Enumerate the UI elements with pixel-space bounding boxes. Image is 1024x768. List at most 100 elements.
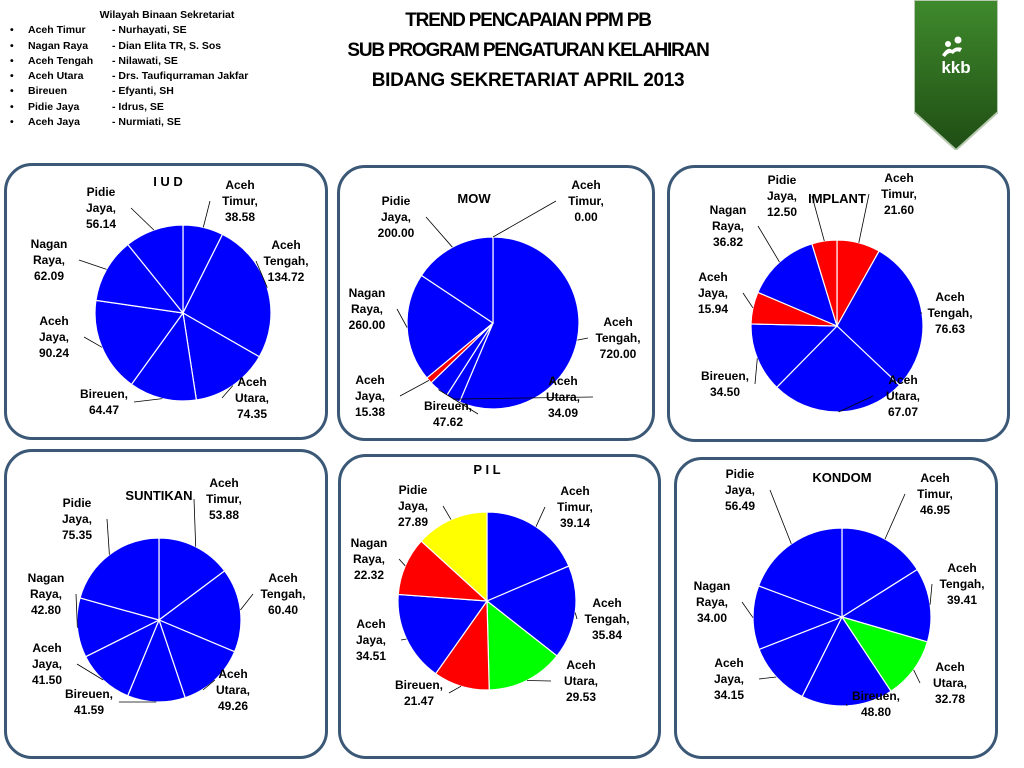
leader-line — [202, 679, 216, 691]
page-title: TREND PENCAPAIAN PPM PB SUB PROGRAM PENG… — [280, 6, 776, 96]
leader-line — [396, 308, 408, 328]
slice-label: Pidie Jaya, 75.35 — [62, 496, 92, 542]
slice-label: Nagan Raya, 36.82 — [710, 203, 747, 249]
slice-label: Aceh Utara, 74.35 — [235, 375, 269, 421]
leader-line — [758, 676, 777, 680]
slice-label: Nagan Raya, 34.00 — [694, 579, 731, 625]
slice-label: Aceh Timur, 0.00 — [568, 178, 604, 224]
pie-slice — [486, 511, 570, 602]
slice-label: Aceh Jaya, 15.38 — [355, 373, 385, 419]
title-line-2: SUB PROGRAM PENGATURAN KELAHIRAN — [347, 40, 710, 61]
officer-name: - Idrus, SE — [112, 100, 164, 113]
region-list-item: Aceh Utara - Drs. Taufiqurraman Jakfar — [8, 69, 308, 85]
region-list-item: Aceh Timur - Nurhayati, SE — [8, 23, 308, 39]
leader-line — [76, 663, 104, 681]
slice-label: Aceh Tengah, 134.72 — [263, 238, 308, 284]
pie-slice — [840, 568, 932, 643]
slice-label: Aceh Jaya, 34.15 — [714, 656, 744, 702]
leader-line — [438, 389, 479, 415]
leader-line — [448, 685, 462, 694]
chart-title: P I L — [473, 462, 500, 477]
pie-slice — [94, 299, 185, 386]
slice-label: Bireuen, 41.59 — [65, 687, 113, 717]
slice-label: Aceh Jaya, 34.51 — [356, 617, 386, 663]
pie-slice — [182, 311, 261, 401]
slice-label: Pidie Jaya, 12.50 — [767, 173, 797, 219]
leader-line — [83, 336, 103, 348]
pie-slice — [130, 311, 198, 402]
pie-slice — [801, 615, 892, 707]
chart-title: MOW — [457, 191, 491, 206]
slice-label: Pidie Jaya, 56.14 — [86, 185, 116, 231]
slice-label: Aceh Jaya, 90.24 — [39, 314, 69, 360]
pie-slice — [420, 236, 494, 325]
pie-slice — [420, 511, 488, 603]
region-officer-list: Wilayah Binaan Sekretariat Aceh Timur - N… — [8, 8, 308, 131]
leader-line — [884, 493, 906, 540]
region-name: Aceh Tengah — [28, 54, 94, 67]
slice-label: Aceh Tengah, 76.63 — [927, 290, 972, 336]
slice-label: Aceh Tengah, 60.40 — [260, 571, 305, 617]
slice-label: Bireuen, 34.50 — [701, 369, 749, 399]
leader-line — [741, 601, 754, 618]
slice-label: Pidie Jaya, 27.89 — [398, 483, 428, 529]
title-line-3: BIDANG SEKRETARIAT APRIL 2013 — [371, 70, 685, 91]
pie-slice — [775, 325, 901, 413]
kkb-logo: kkb — [913, 0, 999, 152]
leader-line — [398, 558, 406, 567]
leader-line — [78, 259, 107, 270]
slice-label: Bireuen, 47.62 — [424, 399, 472, 429]
title-line-1: TREND PENCAPAIAN PPM PB — [405, 10, 652, 31]
pie-slice — [758, 615, 844, 698]
officer-name: - Nurmiati, SE — [112, 116, 181, 129]
pie-slice — [458, 236, 580, 410]
leader-line — [106, 518, 110, 555]
region-name: Nagan Raya — [28, 39, 89, 52]
implant-chart-panel: Aceh Timur, 21.60 Aceh Tengah, 76.63 Aceh Utara… — [667, 165, 1010, 442]
leader-line — [769, 489, 792, 545]
slice-label: Aceh Utara, 67.07 — [886, 373, 920, 419]
leader-line — [929, 583, 933, 605]
mow-chart-panel: Aceh Timur, 0.00 Aceh Tengah, 720.00 Aceh Utara… — [337, 165, 655, 441]
leader-line — [193, 498, 197, 547]
pie-slice — [158, 618, 236, 699]
pie-chart: Aceh Timur, 0.00 Aceh Tengah, 720.00 Aceh Utara… — [349, 178, 641, 429]
slice-label: Aceh Utara, 32.78 — [933, 660, 967, 706]
region-list-item: Pidie Jaya - Idrus, SE — [8, 100, 308, 116]
leader-line — [452, 396, 594, 400]
chart-title: KONDOM — [812, 470, 871, 485]
pie-chart: Aceh Timur, 46.95 Aceh Tengah, 39.41 Aceh Utara… — [694, 467, 985, 719]
leader-line — [492, 200, 557, 238]
family-figures-icon — [942, 36, 962, 57]
officer-name: - Drs. Taufiqurraman Jakfar — [112, 70, 249, 83]
slice-label: Aceh Timur, 38.58 — [222, 178, 258, 224]
pie-slice — [485, 565, 577, 657]
pie-chart: Aceh Timur, 39.14 Aceh Tengah, 35.84 Aceh Utara… — [351, 462, 630, 708]
slice-label: Aceh Jaya, 15.94 — [698, 270, 728, 316]
region-name: Aceh Utara — [28, 70, 84, 83]
leader-line — [742, 292, 754, 309]
region-list: Aceh Timur - Nurhayati, SE Nagan Raya - Dia… — [8, 23, 308, 130]
slice-label: Aceh Tengah, 35.84 — [584, 596, 629, 642]
chart-title: IMPLANT — [808, 191, 866, 206]
leader-line — [133, 398, 163, 403]
pie-slice — [158, 537, 226, 622]
leader-line — [425, 216, 453, 248]
leader-line — [845, 703, 848, 707]
officer-name: - Nurhayati, SE — [112, 24, 187, 37]
slice-label: Bireuen, 48.80 — [852, 689, 900, 719]
slice-label: Pidie Jaya, 56.49 — [725, 467, 755, 513]
pie-slice — [752, 585, 844, 651]
pie-slice — [79, 537, 160, 621]
slice-label: Aceh Timur, 46.95 — [917, 471, 953, 517]
leader-line — [577, 337, 589, 341]
leader-line — [221, 385, 234, 399]
leader-line — [130, 207, 155, 231]
slice-label: Nagan Raya, 260.00 — [349, 286, 386, 332]
iud-chart-panel: Aceh Timur, 38.58 Aceh Tengah, 134.72 Aceh Utar… — [4, 163, 328, 440]
logo-text: kkb — [941, 58, 970, 77]
slice-label: Bireuen, 64.47 — [80, 387, 128, 417]
pie-slice — [406, 274, 495, 379]
region-name: Pidie Jaya — [28, 100, 80, 113]
region-list-item: Aceh Jaya - Nurmiati, SE — [8, 115, 308, 131]
